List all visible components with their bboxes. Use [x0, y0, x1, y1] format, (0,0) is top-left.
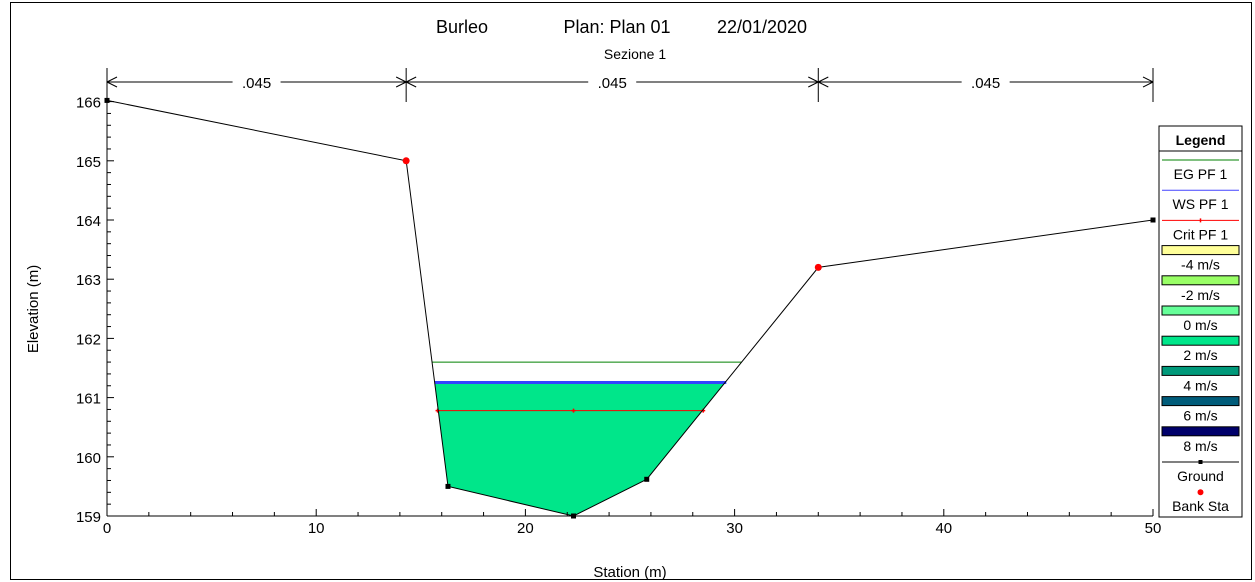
legend-title: Legend: [1176, 132, 1226, 148]
x-tick-label: 30: [726, 520, 743, 537]
mannings-n-label: .045: [242, 75, 271, 92]
ground-point: [644, 476, 650, 482]
ground-point: [445, 483, 451, 489]
legend-ground-marker: [1198, 460, 1203, 464]
y-axis-label: Elevation (m): [25, 265, 42, 353]
legend-entry-label: Crit PF 1: [1173, 226, 1228, 242]
legend-swatch: [1161, 245, 1240, 256]
legend-entry-label: -4 m/s: [1181, 257, 1220, 273]
legend-entry-label: 2 m/s: [1183, 347, 1217, 363]
x-tick-label: 10: [308, 520, 325, 537]
legend-swatch: [1161, 275, 1240, 286]
legend-entry-label: Bank Sta: [1172, 498, 1229, 514]
ground-point: [1150, 217, 1156, 223]
arrowhead: [1142, 81, 1154, 88]
arrowhead: [106, 81, 118, 88]
x-axis-label: Station (m): [593, 564, 666, 581]
legend-box: [1158, 125, 1243, 518]
bank-station-point: [814, 263, 822, 271]
legend-entry-label: 8 m/s: [1183, 438, 1217, 454]
plot-area: 0 10 20 30 40 50 159 160 161 162 163 164 165 166 .045.…: [76, 68, 1161, 537]
x-tick-label: 50: [1145, 520, 1162, 537]
legend-swatch: [1161, 365, 1240, 376]
arrowhead: [395, 81, 407, 88]
ground-point: [571, 513, 577, 519]
chart-plan: Plan: Plan 01: [563, 17, 670, 37]
arrowhead: [808, 81, 819, 88]
legend-swatch: [1161, 426, 1240, 437]
legend-swatch: [1161, 396, 1240, 407]
arrowhead: [818, 81, 829, 88]
mannings-n-label: .045: [971, 75, 1000, 92]
chart-date: 22/01/2020: [717, 17, 807, 37]
y-tick-label: 166: [76, 95, 101, 112]
legend-bank-marker: [1197, 489, 1204, 496]
legend-entry-label: 6 m/s: [1183, 408, 1217, 424]
chart-title: Burleo: [436, 17, 488, 37]
bank-station-point: [402, 157, 410, 165]
arrowhead: [395, 76, 407, 83]
x-tick-label: 20: [517, 520, 534, 537]
y-tick-label: 164: [76, 213, 101, 230]
y-tick-label: 165: [76, 154, 101, 171]
arrowhead: [405, 76, 417, 83]
y-tick-label: 163: [76, 272, 101, 289]
legend-entry-label: 4 m/s: [1183, 377, 1217, 393]
arrowhead: [818, 76, 829, 83]
arrowhead: [808, 76, 819, 83]
arrowhead: [1142, 76, 1154, 83]
x-tick-label: 40: [935, 520, 952, 537]
chart-frame: [10, 2, 1252, 580]
chart-subtitle: Sezione 1: [604, 46, 666, 62]
y-tick-label: 160: [76, 450, 101, 467]
arrowhead: [106, 76, 118, 83]
legend-entry-label: EG PF 1: [1174, 166, 1228, 182]
legend-swatch: [1161, 335, 1240, 346]
mannings-n-label: .045: [598, 75, 627, 92]
legend: Legend EG PF 1 WS PF 1 Crit PF 1 -4 m/s -2 m/…: [1158, 125, 1243, 518]
y-tick-label: 161: [76, 391, 101, 408]
legend-swatch: [1161, 305, 1240, 316]
legend-entry-label: 0 m/s: [1183, 317, 1217, 333]
y-tick-label: 162: [76, 331, 101, 348]
x-tick-label: 0: [103, 520, 111, 537]
legend-entry-label: -2 m/s: [1181, 287, 1220, 303]
flow-area: [434, 381, 727, 516]
y-tick-label: 159: [76, 509, 101, 526]
arrowhead: [405, 81, 417, 88]
legend-entry-label: Ground: [1177, 468, 1224, 484]
legend-entry-label: WS PF 1: [1172, 196, 1228, 212]
